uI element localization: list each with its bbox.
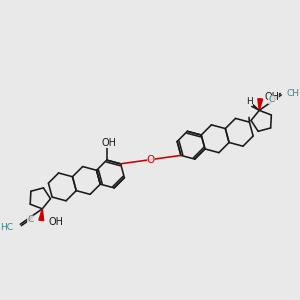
Text: OH: OH [101,138,116,148]
Text: C: C [268,95,274,104]
Polygon shape [251,104,259,110]
Text: OH: OH [264,92,279,102]
Text: CH: CH [286,88,299,98]
Text: C: C [27,215,34,224]
Text: O: O [147,154,155,165]
Polygon shape [258,99,262,110]
Polygon shape [39,209,44,220]
Text: H: H [246,97,253,106]
Text: OH: OH [49,217,64,227]
Text: HC: HC [1,223,13,232]
